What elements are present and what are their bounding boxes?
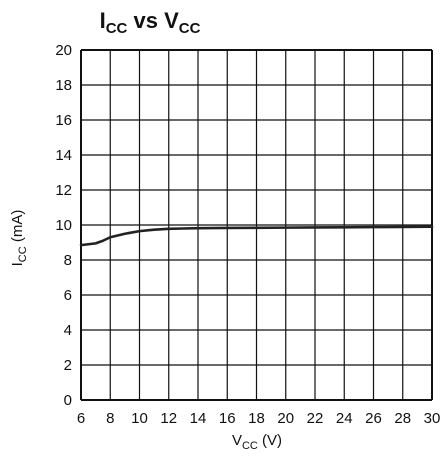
y-tick-label: 20 bbox=[55, 42, 72, 59]
x-tick-label: 14 bbox=[190, 410, 207, 427]
y-tick-label: 4 bbox=[64, 322, 72, 339]
grid bbox=[80, 49, 433, 401]
x-axis-label: VCC (V) bbox=[232, 432, 282, 452]
y-tick-labels: 0 2 4 6 8 10 12 14 16 18 20 bbox=[55, 42, 72, 409]
y-tick-label: 0 bbox=[64, 392, 72, 409]
y-axis-label: ICC (mA) bbox=[9, 210, 29, 267]
x-tick-label: 6 bbox=[77, 410, 85, 427]
y-tick-label: 14 bbox=[55, 147, 72, 164]
y-tick-label: 2 bbox=[64, 357, 72, 374]
x-tick-label: 8 bbox=[106, 410, 114, 427]
y-tick-label: 18 bbox=[55, 77, 72, 94]
x-tick-label: 28 bbox=[394, 410, 411, 427]
y-tick-label: 8 bbox=[64, 252, 72, 269]
x-tick-labels: 6 8 10 12 14 16 18 20 22 24 26 28 30 bbox=[77, 410, 440, 427]
x-tick-label: 26 bbox=[365, 410, 382, 427]
series-lines bbox=[79, 225, 434, 247]
x-tick-label: 18 bbox=[248, 410, 265, 427]
x-tick-label: 16 bbox=[219, 410, 236, 427]
y-tick-label: 12 bbox=[55, 182, 72, 199]
x-tick-label: 30 bbox=[424, 410, 440, 427]
x-tick-label: 22 bbox=[307, 410, 324, 427]
y-tick-label: 16 bbox=[55, 112, 72, 129]
y-tick-label: 10 bbox=[55, 217, 72, 234]
y-tick-label: 6 bbox=[64, 287, 72, 304]
x-tick-label: 10 bbox=[131, 410, 148, 427]
x-tick-label: 12 bbox=[160, 410, 177, 427]
x-tick-label: 24 bbox=[336, 410, 353, 427]
series-line-icc bbox=[79, 225, 434, 247]
chart-title: ICC vs VCC bbox=[100, 8, 201, 37]
x-tick-label: 20 bbox=[277, 410, 294, 427]
